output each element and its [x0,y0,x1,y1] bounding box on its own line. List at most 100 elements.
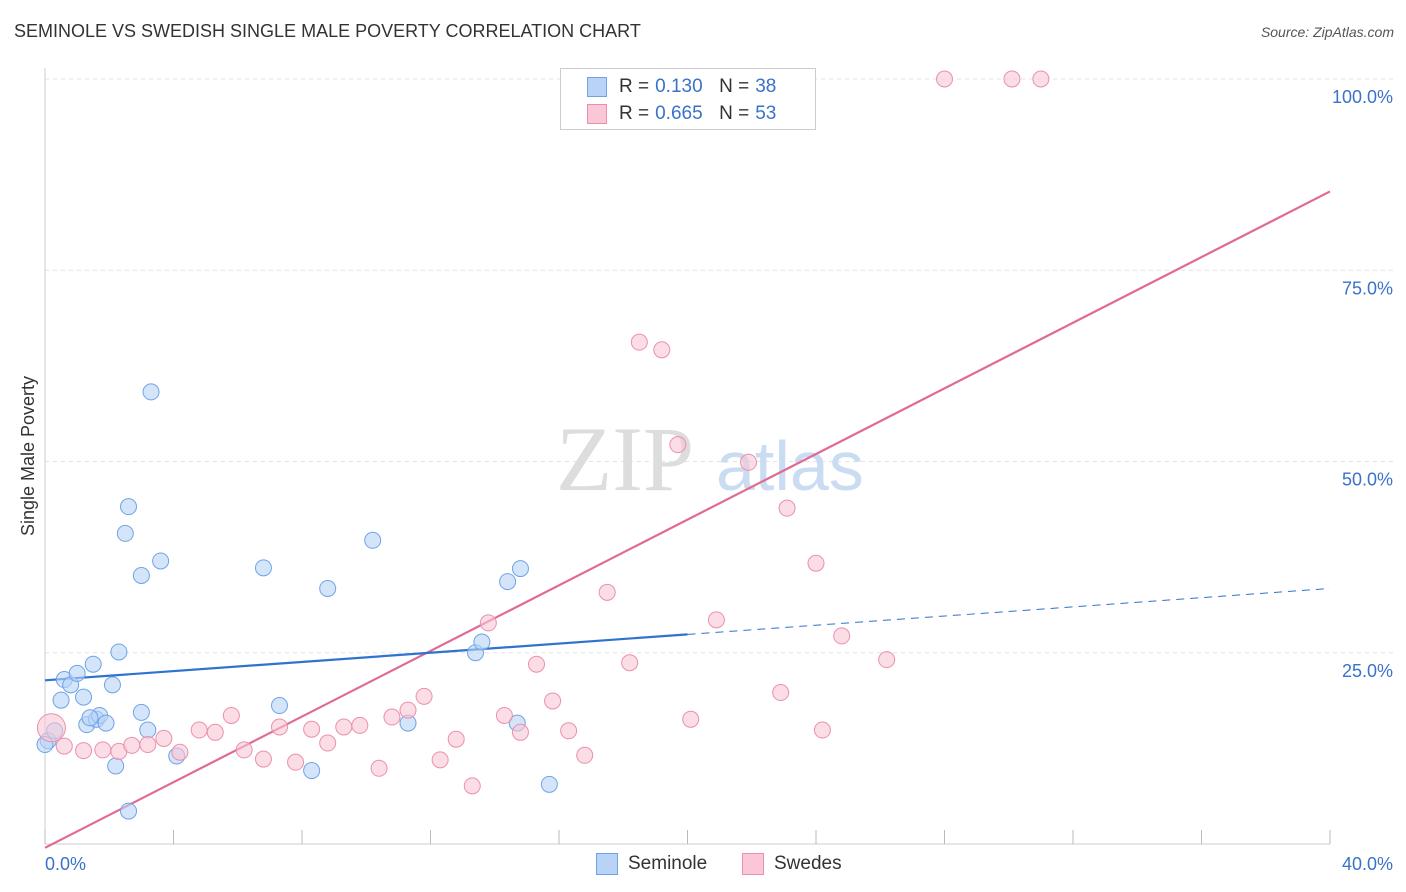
y-tick-label: 75.0% [1342,278,1393,298]
swedes-point [254,750,272,768]
swedes-point [479,614,497,632]
x-tick-label: 40.0% [1342,854,1393,874]
seminole-point [473,633,491,651]
seminole-point [75,688,93,706]
tick-labels: 25.0% 50.0% 75.0% 100.0% 0.0% 40.0% [45,87,1393,874]
swedes-point [682,710,700,728]
swedes-point [813,721,831,739]
swedes-point [36,713,66,743]
seminole-point [271,697,289,715]
seminole-point [110,643,128,661]
y-tick-label: 50.0% [1342,470,1393,490]
swedes-point [707,611,725,629]
source-label: Source: ZipAtlas.com [1260,24,1394,40]
swedes-point [370,759,388,777]
watermark-zip: ZIP [556,408,694,510]
seminole-point [511,560,529,578]
swedes-point [598,583,616,601]
swedes-point [399,701,417,719]
swedes-point [447,730,465,748]
y-tick-label: 100.0% [1332,87,1393,107]
swedes-point [171,743,189,761]
swedes-point [511,723,529,741]
swedes-point [653,341,671,359]
swedes-point [303,720,321,738]
x-tick-label: 0.0% [45,854,86,874]
swedes-point [75,742,93,760]
swedes-point [560,722,578,740]
swedes-point [431,751,449,769]
seminole-trend-extension [687,587,1331,635]
seminole-point [120,802,138,820]
seminole-point [254,559,272,577]
seminole-point [139,721,157,739]
swedes-point [271,718,289,736]
swedes-point [495,706,513,724]
seminole-legend-label: Seminole [628,853,708,874]
legend-r-value: 0.665 [655,103,703,124]
seminole-point [499,573,517,591]
swedes-point [55,737,73,755]
swedes-point [139,736,157,754]
legend-row-swedes: R = 0.665 N = 53 [587,102,776,126]
swedes-point [415,687,433,705]
seminole-point [97,714,115,732]
seminole-point [103,676,121,694]
gridlines [45,78,1393,654]
swedes-point [1003,70,1021,88]
seminole-point [84,655,102,673]
seminole-swatch [587,77,607,97]
seminole-point [132,703,150,721]
seminole-point [152,552,170,570]
swedes-point [878,651,896,669]
legend-row-seminole: R = 0.130 N = 38 [587,75,776,99]
seminole-trend-line [44,633,688,682]
legend-r-value: 0.130 [655,76,703,97]
seminole-point [120,498,138,516]
swedes-point [936,70,953,88]
swedes-point [287,753,305,771]
seminole-point [319,579,337,597]
swedes-point [222,706,240,724]
seminole-point [116,524,134,542]
y-axis-label: Single Male Poverty [18,376,38,536]
swedes-point [1032,70,1050,88]
seminole-legend-swatch [596,853,618,875]
legend-n-label: N = [719,76,750,97]
seminole-point [142,383,160,401]
swedes-point [576,746,594,764]
swedes-point [630,333,648,351]
swedes-point [335,718,353,736]
swedes-legend-swatch [742,853,764,875]
swedes-point [772,684,790,702]
bottom-legend-seminole: Seminole [596,852,707,876]
swedes-legend-label: Swedes [774,853,842,874]
swedes-point [778,499,796,517]
data-points [36,70,1050,820]
legend-n-value: 38 [755,76,777,97]
chart-title: SEMINOLE VS SWEDISH SINGLE MALE POVERTY … [14,21,641,41]
swedes-point [669,436,687,454]
bottom-legend-swedes: Swedes [742,852,842,876]
swedes-point [235,741,253,759]
swedes-point [206,723,224,741]
swedes-point [807,554,825,572]
legend-n-label: N = [719,103,750,124]
trend-lines [44,190,1331,849]
legend-box: R = 0.130 N = 38 R = 0.665 N = 53 [560,68,816,130]
swedes-point [383,708,401,726]
legend-n-value: 53 [755,103,777,124]
seminole-point [81,709,99,727]
swedes-point [94,741,112,759]
swedes-point [319,734,337,752]
seminole-point [132,566,150,584]
swedes-point [528,655,546,673]
swedes-point [621,654,639,672]
seminole-point [107,757,125,775]
swedes-trend-line [44,190,1331,849]
swedes-point [740,453,758,471]
swedes-point [155,729,173,747]
swedes-point [123,736,141,754]
swedes-point [544,692,562,710]
